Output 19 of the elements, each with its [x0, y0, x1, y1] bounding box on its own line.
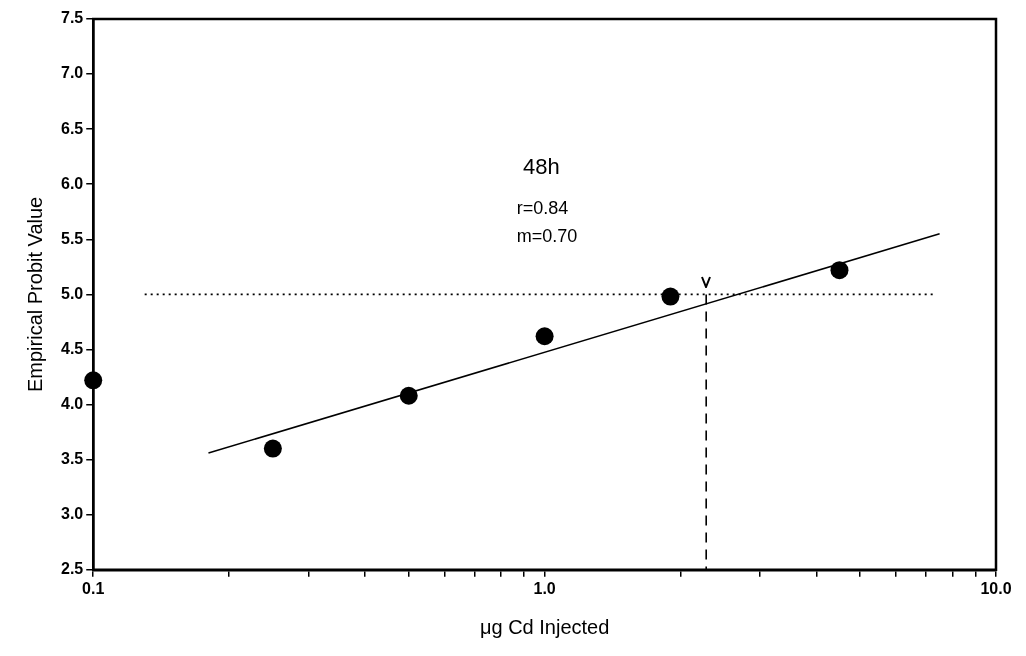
x-axis-title: μg Cd Injected — [479, 615, 610, 638]
y-tick-label: 7.0 — [60, 64, 84, 82]
y-tick-label: 7.5 — [60, 9, 84, 27]
x-tick-label: 0.1 — [82, 579, 105, 597]
annotation: m=0.70 — [516, 225, 578, 246]
y-axis-title: Empirical Probit Value — [23, 196, 46, 393]
y-tick-label: 2.5 — [60, 560, 84, 578]
y-tick-label: 5.5 — [60, 229, 84, 247]
y-tick-label: 4.0 — [60, 394, 84, 412]
y-tick-label: 5.0 — [60, 284, 84, 302]
y-tick-label: 4.5 — [60, 339, 84, 357]
y-tick-label: 6.5 — [60, 119, 84, 137]
y-tick-label: 6.0 — [60, 174, 84, 192]
x-tick-label: 10.0 — [980, 579, 1012, 597]
x-tick-label: 1.0 — [533, 579, 556, 597]
y-tick-label: 3.5 — [60, 450, 84, 468]
y-tick-label: 3.0 — [60, 505, 84, 523]
annotation: 48h — [522, 153, 560, 179]
annotation: r=0.84 — [516, 197, 569, 218]
